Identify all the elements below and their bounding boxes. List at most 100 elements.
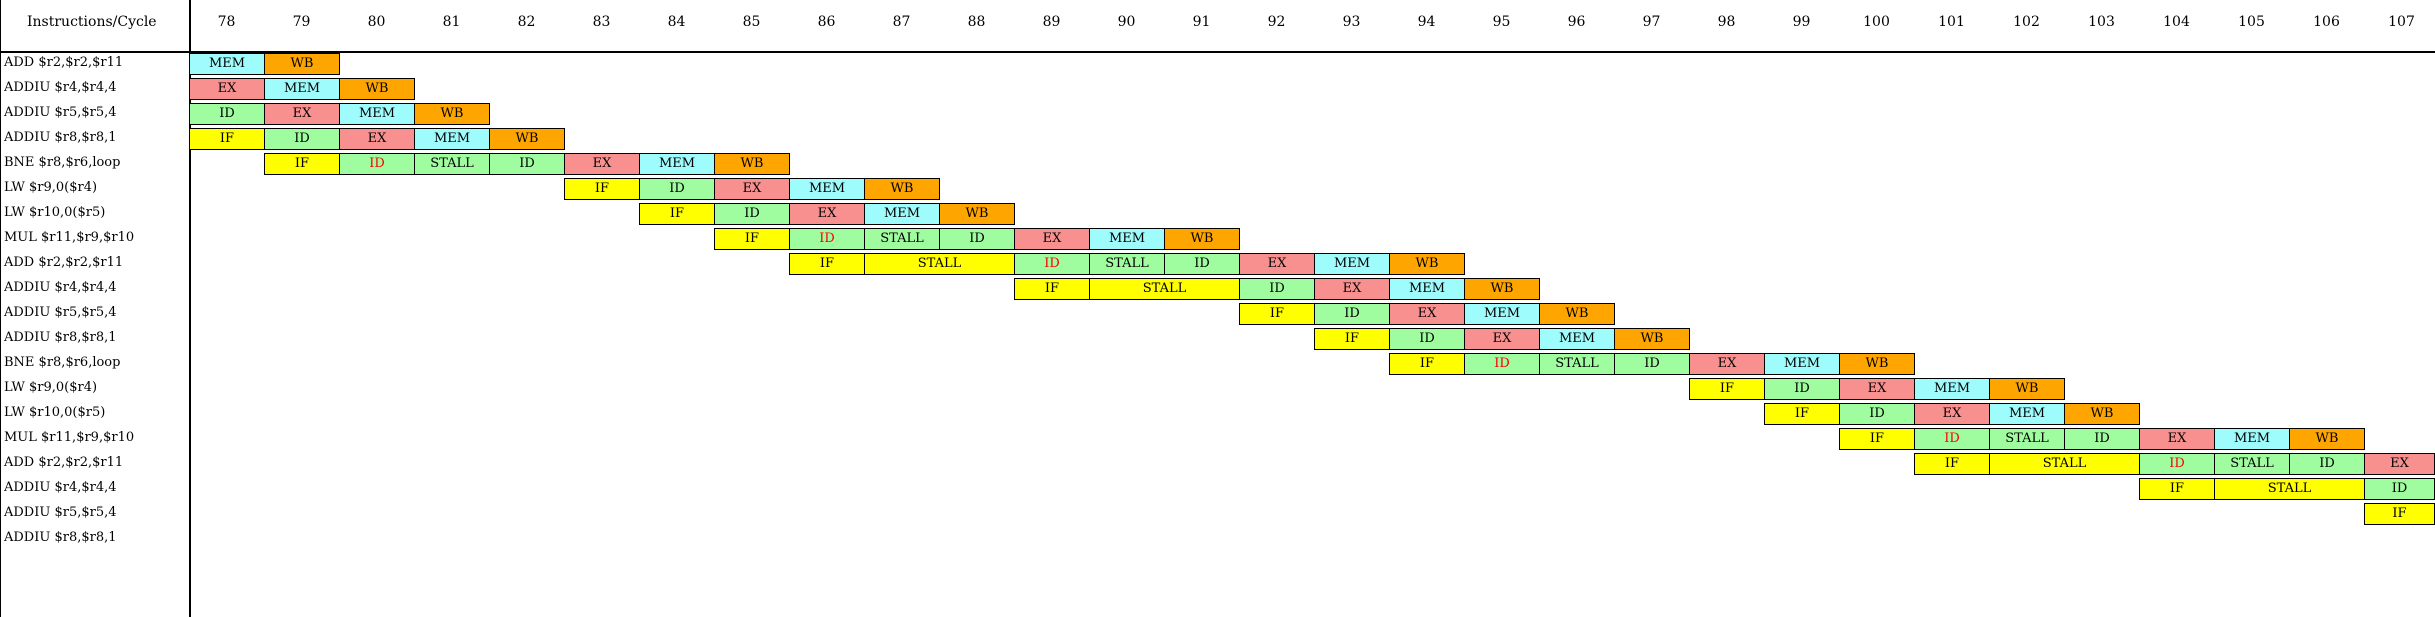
cycle-header-104: 104: [2163, 14, 2190, 30]
instruction-label: ADDIU $r8,$r8,1: [4, 530, 117, 545]
cycle-header-98: 98: [1717, 14, 1736, 30]
stage-cell-wb: WB: [264, 53, 340, 75]
instruction-label: ADD $r2,$r2,$r11: [4, 455, 124, 470]
stage-cell-mem: MEM: [1089, 228, 1165, 250]
cycle-header-81: 81: [442, 14, 461, 30]
stage-cell-id: ID: [1614, 353, 1690, 375]
instruction-label: ADDIU $r4,$r4,4: [4, 280, 117, 295]
stage-cell-wb: WB: [1539, 303, 1615, 325]
stage-cell-if: IF: [1389, 353, 1465, 375]
stage-cell-id: ID: [1914, 428, 1990, 450]
stage-cell-stall: STALL: [864, 228, 940, 250]
stage-cell-id: ID: [1389, 328, 1465, 350]
stage-cell-ex: EX: [264, 103, 340, 125]
stage-cell-ex: EX: [189, 78, 265, 100]
instruction-label: BNE $r8,$r6,loop: [4, 155, 121, 170]
stage-cell-wb: WB: [414, 103, 490, 125]
instruction-label: LW $r9,0($r4): [4, 380, 98, 395]
stage-cell-id: ID: [1014, 253, 1090, 275]
stage-cell-mem: MEM: [1764, 353, 1840, 375]
stage-cell-mem: MEM: [1314, 253, 1390, 275]
instruction-label: ADDIU $r5,$r5,4: [4, 305, 117, 320]
instruction-label: ADDIU $r5,$r5,4: [4, 505, 117, 520]
stage-cell-id: ID: [2289, 453, 2365, 475]
cycle-header-100: 100: [1863, 14, 1890, 30]
stage-cell-wb: WB: [1164, 228, 1240, 250]
stage-cell-id: ID: [264, 128, 340, 150]
stage-cell-ex: EX: [1914, 403, 1990, 425]
stage-cell-ex: EX: [789, 203, 865, 225]
instruction-label: LW $r10,0($r5): [4, 205, 106, 220]
stage-cell-mem: MEM: [1914, 378, 1990, 400]
stage-cell-mem: MEM: [414, 128, 490, 150]
cycle-header-80: 80: [367, 14, 386, 30]
stage-cell-ex: EX: [1464, 328, 1540, 350]
stage-cell-if: IF: [1839, 428, 1915, 450]
stage-cell-ex: EX: [1839, 378, 1915, 400]
instruction-label: LW $r10,0($r5): [4, 405, 106, 420]
stage-cell-ex: EX: [714, 178, 790, 200]
stage-cell-wb: WB: [489, 128, 565, 150]
stage-cell-mem: MEM: [339, 103, 415, 125]
cycle-header-97: 97: [1642, 14, 1661, 30]
stage-cell-wb: WB: [714, 153, 790, 175]
cycle-header-79: 79: [292, 14, 311, 30]
stage-cell-ex: EX: [1389, 303, 1465, 325]
cycle-header-94: 94: [1417, 14, 1436, 30]
instruction-label: ADD $r2,$r2,$r11: [4, 55, 124, 70]
stage-cell-ex: EX: [564, 153, 640, 175]
stage-cell-stall: STALL: [1989, 428, 2065, 450]
cycle-header-96: 96: [1567, 14, 1586, 30]
stage-cell-mem: MEM: [264, 78, 340, 100]
cycle-header-90: 90: [1117, 14, 1136, 30]
stage-cell-if: IF: [1689, 378, 1765, 400]
instruction-label: MUL $r11,$r9,$r10: [4, 430, 135, 445]
stage-cell-id: ID: [1464, 353, 1540, 375]
cycle-header-78: 78: [217, 14, 236, 30]
cycle-header-106: 106: [2313, 14, 2340, 30]
stage-cell-id: ID: [1164, 253, 1240, 275]
cycle-header-102: 102: [2013, 14, 2040, 30]
instruction-label: ADDIU $r4,$r4,4: [4, 480, 117, 495]
cycle-header-101: 101: [1938, 14, 1965, 30]
stage-cell-id: ID: [189, 103, 265, 125]
stage-cell-if: IF: [1314, 328, 1390, 350]
cycle-header-88: 88: [967, 14, 986, 30]
stage-cell-stall: STALL: [864, 253, 1015, 275]
stage-cell-id: ID: [1314, 303, 1390, 325]
instruction-label: ADDIU $r5,$r5,4: [4, 105, 117, 120]
stage-cell-mem: MEM: [2214, 428, 2290, 450]
stage-cell-id: ID: [2139, 453, 2215, 475]
stage-cell-wb: WB: [1389, 253, 1465, 275]
table-header-title: Instructions/Cycle: [27, 14, 157, 30]
stage-cell-id: ID: [714, 203, 790, 225]
stage-cell-stall: STALL: [414, 153, 490, 175]
stage-cell-id: ID: [1239, 278, 1315, 300]
stage-cell-mem: MEM: [789, 178, 865, 200]
stage-cell-stall: STALL: [2214, 453, 2290, 475]
stage-cell-wb: WB: [1464, 278, 1540, 300]
stage-cell-id: ID: [489, 153, 565, 175]
stage-cell-if: IF: [1239, 303, 1315, 325]
stage-cell-wb: WB: [1614, 328, 1690, 350]
stage-cell-if: IF: [1914, 453, 1990, 475]
stage-cell-mem: MEM: [1464, 303, 1540, 325]
stage-cell-wb: WB: [939, 203, 1015, 225]
cycle-header-83: 83: [592, 14, 611, 30]
stage-cell-ex: EX: [1239, 253, 1315, 275]
stage-cell-mem: MEM: [1989, 403, 2065, 425]
stage-cell-ex: EX: [2364, 453, 2435, 475]
left-border: [0, 0, 1, 617]
cycle-header-93: 93: [1342, 14, 1361, 30]
stage-cell-id: ID: [339, 153, 415, 175]
cycle-header-107: 107: [2388, 14, 2415, 30]
stage-cell-id: ID: [639, 178, 715, 200]
stage-cell-ex: EX: [1314, 278, 1390, 300]
stage-cell-stall: STALL: [1089, 253, 1165, 275]
stage-cell-id: ID: [1839, 403, 1915, 425]
instruction-label: BNE $r8,$r6,loop: [4, 355, 121, 370]
stage-cell-if: IF: [1014, 278, 1090, 300]
stage-cell-if: IF: [2364, 503, 2435, 525]
cycle-header-87: 87: [892, 14, 911, 30]
